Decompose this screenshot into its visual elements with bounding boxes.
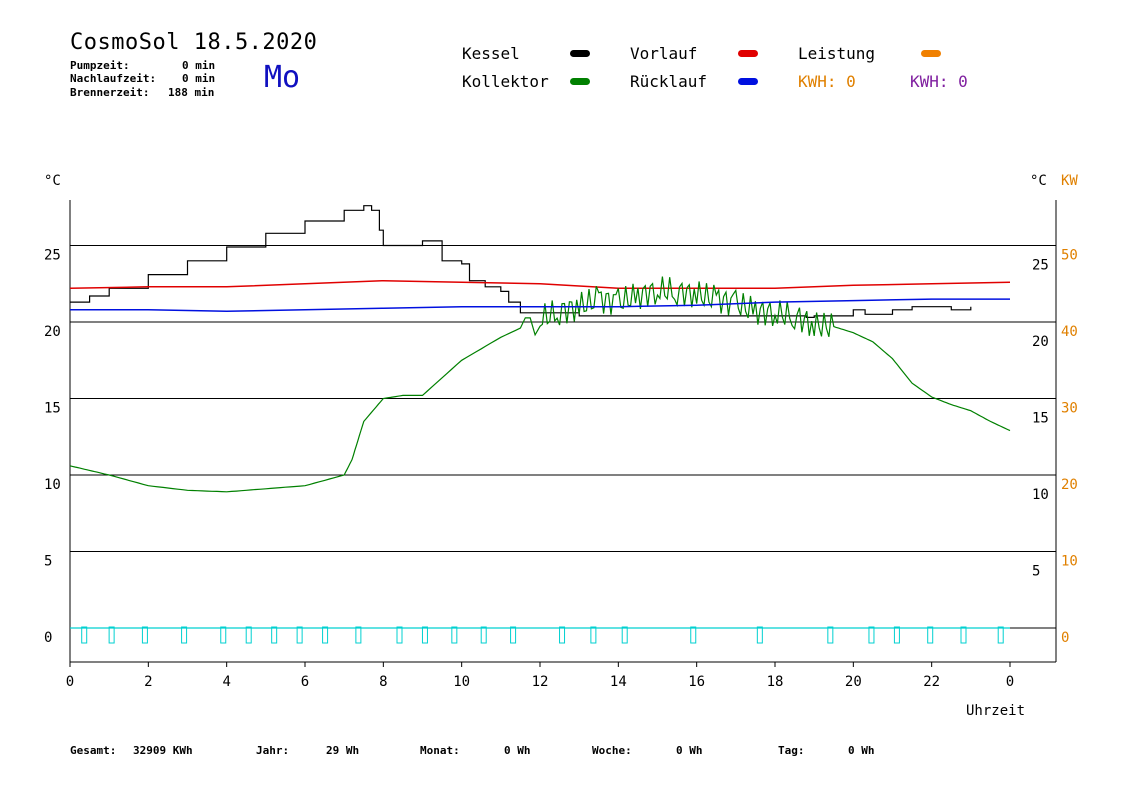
y-tick-left: 10 bbox=[44, 477, 61, 493]
burner-pulse bbox=[108, 626, 115, 644]
burner-pulse bbox=[81, 626, 88, 644]
x-tick-label: 8 bbox=[379, 674, 387, 690]
burner-pulse bbox=[827, 626, 834, 644]
legend-kwh-orange: KWH: 0 bbox=[798, 72, 856, 91]
brennerzeit-label: Brennerzeit: bbox=[70, 86, 150, 99]
series-ruecklauf bbox=[70, 298, 1010, 313]
legend-kollektor-label: Kollektor bbox=[462, 72, 549, 91]
x-axis-label: Uhrzeit bbox=[966, 703, 1025, 719]
y2-tick: 50 bbox=[1061, 248, 1078, 264]
burner-pulse bbox=[480, 626, 487, 644]
nachlaufzeit-value: 0 min bbox=[182, 72, 216, 85]
burner-pulse bbox=[756, 626, 763, 644]
y-tick-left: 25 bbox=[44, 248, 61, 264]
brennerzeit-value: 188 min bbox=[168, 86, 215, 99]
burner-pulse bbox=[220, 626, 227, 644]
legend-vorlauf-label: Vorlauf bbox=[630, 44, 698, 63]
legend-vorlauf-swatch bbox=[738, 50, 758, 57]
weekday-label: Mo bbox=[264, 60, 301, 95]
y2-tick: 20 bbox=[1061, 477, 1078, 493]
x-tick-label: 0 bbox=[66, 674, 74, 690]
burner-pulse bbox=[181, 626, 188, 644]
y-tick-right: 20 bbox=[1032, 334, 1049, 350]
legend-kwh-purple: KWH: 0 bbox=[910, 72, 968, 91]
pumpzeit-value: 0 min bbox=[182, 59, 216, 72]
nachlaufzeit-label: Nachlaufzeit: bbox=[70, 72, 157, 85]
x-tick-label: 16 bbox=[688, 674, 705, 690]
burner-pulse bbox=[997, 626, 1004, 644]
x-tick-label: 6 bbox=[301, 674, 309, 690]
y2-tick: 0 bbox=[1061, 630, 1069, 646]
legend-leistung-swatch bbox=[921, 50, 941, 57]
jahr-value: 29 Wh bbox=[326, 744, 360, 757]
burner-pulse bbox=[396, 626, 403, 644]
woche-value: 0 Wh bbox=[676, 744, 703, 757]
x-tick-label: 14 bbox=[610, 674, 627, 690]
y-unit-left: °C bbox=[44, 173, 61, 189]
burner-pulse bbox=[621, 626, 628, 644]
legend-ruecklauf-label: Rücklauf bbox=[630, 72, 708, 91]
burner-pulse bbox=[927, 626, 934, 644]
burner-pulse bbox=[271, 626, 278, 644]
burner-pulse bbox=[559, 626, 566, 644]
legend-kessel-label: Kessel bbox=[462, 44, 520, 63]
y-tick-right: 10 bbox=[1032, 487, 1049, 503]
burner-pulse bbox=[245, 626, 252, 644]
x-tick-label: 10 bbox=[453, 674, 470, 690]
x-tick-label: 22 bbox=[923, 674, 940, 690]
y-tick-right: 5 bbox=[1032, 564, 1040, 580]
x-tick-label: 0 bbox=[1006, 674, 1014, 690]
burner-pulse bbox=[355, 626, 362, 644]
burner-pulse bbox=[893, 626, 900, 644]
y-tick-right: 15 bbox=[1032, 411, 1049, 427]
tag-label: Tag: bbox=[778, 744, 805, 757]
legend-kessel-swatch bbox=[570, 50, 590, 57]
jahr-label: Jahr: bbox=[256, 744, 290, 757]
legend-kollektor-swatch bbox=[570, 78, 590, 85]
monat-label: Monat: bbox=[420, 744, 460, 757]
gesamt-label: Gesamt: bbox=[70, 744, 117, 757]
y2-tick: 40 bbox=[1061, 324, 1078, 340]
burner-pulse bbox=[141, 626, 148, 644]
gesamt-value: 32909 KWh bbox=[133, 744, 193, 757]
burner-pulse bbox=[322, 626, 329, 644]
x-tick-label: 12 bbox=[532, 674, 549, 690]
burner-pulse bbox=[296, 626, 303, 644]
legend-ruecklauf-swatch bbox=[738, 78, 758, 85]
pumpzeit-label: Pumpzeit: bbox=[70, 59, 130, 72]
app-title: CosmoSol 18.5.2020 bbox=[70, 30, 318, 55]
legend-leistung-label: Leistung bbox=[798, 44, 876, 63]
series-kessel bbox=[70, 205, 972, 318]
x-tick-label: 20 bbox=[845, 674, 862, 690]
y2-unit: KW bbox=[1061, 173, 1078, 189]
burner-pulse bbox=[590, 626, 597, 644]
y-tick-left: 5 bbox=[44, 554, 52, 570]
woche-label: Woche: bbox=[592, 744, 632, 757]
y-tick-left: 15 bbox=[44, 401, 61, 417]
burner-pulse bbox=[960, 626, 967, 644]
y-tick-right: 25 bbox=[1032, 258, 1049, 274]
x-tick-label: 18 bbox=[767, 674, 784, 690]
y2-tick: 10 bbox=[1061, 554, 1078, 570]
burner-pulse bbox=[451, 626, 458, 644]
y2-tick: 30 bbox=[1061, 401, 1078, 417]
tag-value: 0 Wh bbox=[848, 744, 875, 757]
series-vorlauf bbox=[69, 279, 1011, 290]
y-unit-right: °C bbox=[1030, 173, 1047, 189]
series-kollektor bbox=[69, 276, 1011, 493]
burner-pulse bbox=[421, 626, 428, 644]
x-tick-label: 2 bbox=[144, 674, 152, 690]
burner-pulse bbox=[690, 626, 697, 644]
y-tick-left: 20 bbox=[44, 324, 61, 340]
y-tick-left: 0 bbox=[44, 630, 52, 646]
monat-value: 0 Wh bbox=[504, 744, 531, 757]
x-tick-label: 4 bbox=[222, 674, 230, 690]
burner-pulse bbox=[510, 626, 517, 644]
burner-pulse bbox=[868, 626, 875, 644]
